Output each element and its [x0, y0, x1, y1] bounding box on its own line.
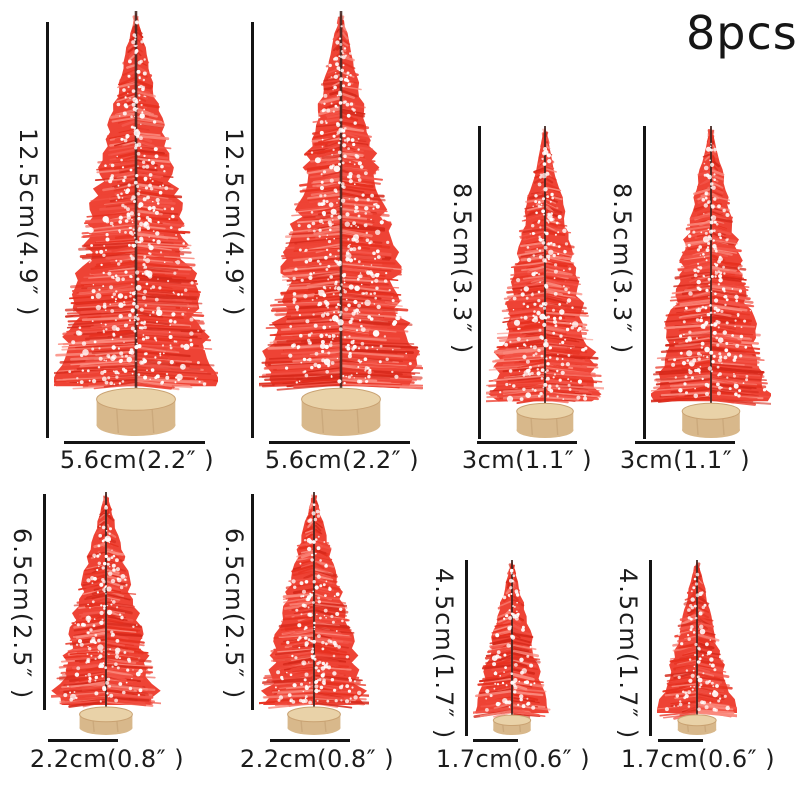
red-christmas-tree [259, 9, 423, 437]
tree-width-label: 2.2cm(0.8″ ) [29, 745, 185, 773]
width-measure-line [270, 739, 350, 742]
tree-width-label: 2.2cm(0.8″ ) [239, 745, 395, 773]
height-measure-line [46, 22, 49, 438]
width-measure-line [48, 739, 118, 742]
width-measure-line [64, 441, 205, 444]
tree-height-label: 6.5cm(2.5″ ) [220, 528, 248, 701]
height-measure-line [649, 560, 652, 736]
height-measure-line [251, 22, 254, 438]
width-measure-line [635, 441, 735, 444]
red-christmas-tree [657, 558, 737, 736]
tree-width-label: 1.7cm(0.6″ ) [435, 745, 591, 773]
tree-width-label: 1.7cm(0.6″ ) [620, 745, 776, 773]
tree-width-label: 3cm(1.1″ ) [461, 446, 593, 474]
tree-height-label: 12.5cm(4.9″ ) [14, 128, 42, 318]
red-christmas-tree [486, 124, 604, 439]
red-christmas-tree [651, 124, 771, 439]
tree-width-label: 5.6cm(2.2″ ) [264, 446, 420, 474]
tree-height-label: 8.5cm(3.3″ ) [608, 183, 636, 356]
tree-width-label: 5.6cm(2.2″ ) [59, 446, 215, 474]
width-measure-line [269, 441, 410, 444]
tree-height-label: 12.5cm(4.9″ ) [220, 128, 248, 318]
red-christmas-tree [259, 490, 369, 736]
height-measure-line [251, 494, 254, 710]
height-measure-line [478, 126, 481, 439]
red-christmas-tree [54, 9, 218, 437]
height-measure-line [643, 126, 646, 439]
height-measure-line [465, 560, 468, 736]
quantity-label: 8pcs [686, 6, 798, 60]
height-measure-line [43, 494, 46, 710]
red-christmas-tree [51, 490, 161, 736]
width-measure-line [658, 739, 703, 742]
width-measure-line [473, 739, 518, 742]
tree-width-label: 3cm(1.1″ ) [619, 446, 751, 474]
tree-height-label: 4.5cm(1.7″ ) [430, 568, 458, 741]
width-measure-line [477, 441, 577, 444]
tree-height-label: 8.5cm(3.3″ ) [448, 183, 476, 356]
tree-height-label: 6.5cm(2.5″ ) [8, 528, 36, 701]
red-christmas-tree [473, 558, 551, 736]
tree-height-label: 4.5cm(1.7″ ) [614, 568, 642, 741]
